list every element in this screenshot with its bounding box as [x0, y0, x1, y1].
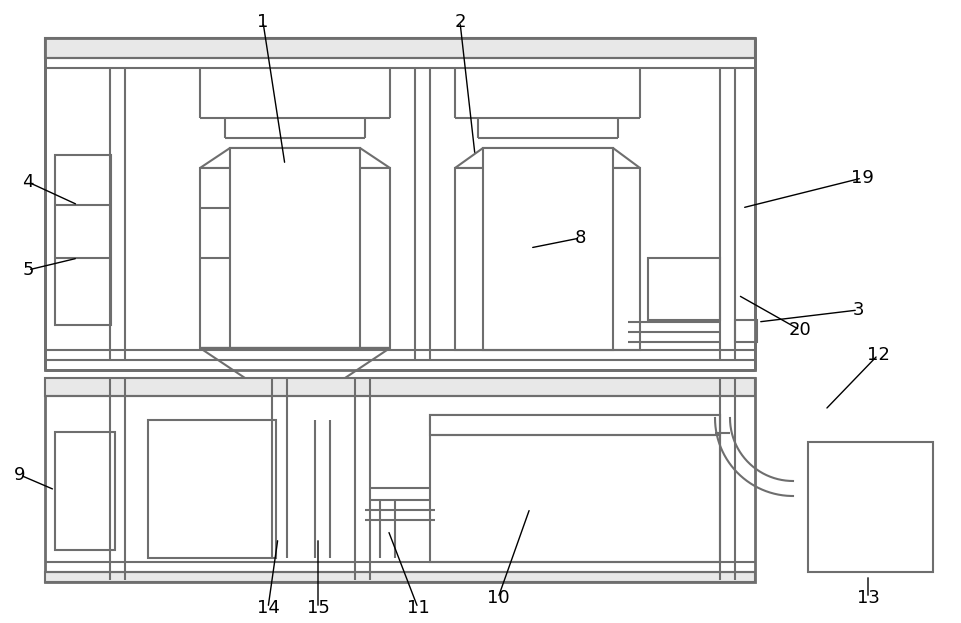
Text: 14: 14 — [257, 599, 279, 617]
Bar — [807, 442, 932, 572]
Bar — [148, 420, 276, 558]
Bar — [45, 38, 754, 370]
Polygon shape — [200, 148, 389, 168]
Text: 2: 2 — [454, 13, 465, 31]
Polygon shape — [200, 348, 389, 388]
Text: 20: 20 — [788, 321, 810, 339]
Text: 8: 8 — [574, 229, 585, 247]
Text: 11: 11 — [407, 599, 429, 617]
Text: 10: 10 — [486, 589, 508, 607]
Bar — [430, 415, 719, 562]
Text: 4: 4 — [22, 173, 34, 191]
Text: 1: 1 — [257, 13, 268, 31]
Text: 15: 15 — [307, 599, 329, 617]
Bar — [455, 168, 639, 350]
Bar — [430, 415, 719, 435]
Bar — [45, 572, 754, 582]
Bar — [45, 38, 754, 58]
Text: 19: 19 — [850, 169, 873, 187]
Bar — [648, 258, 719, 320]
Bar — [482, 148, 612, 350]
Text: 13: 13 — [855, 589, 878, 607]
Text: 5: 5 — [22, 261, 34, 279]
Text: 12: 12 — [866, 346, 889, 364]
Text: 3: 3 — [851, 301, 863, 319]
Bar — [45, 378, 754, 582]
Text: 9: 9 — [14, 466, 26, 484]
Bar — [734, 320, 756, 342]
Bar — [200, 168, 389, 348]
Polygon shape — [455, 148, 639, 168]
Bar — [230, 148, 359, 348]
Bar — [45, 378, 754, 396]
Bar — [55, 432, 115, 550]
Bar — [55, 155, 111, 325]
